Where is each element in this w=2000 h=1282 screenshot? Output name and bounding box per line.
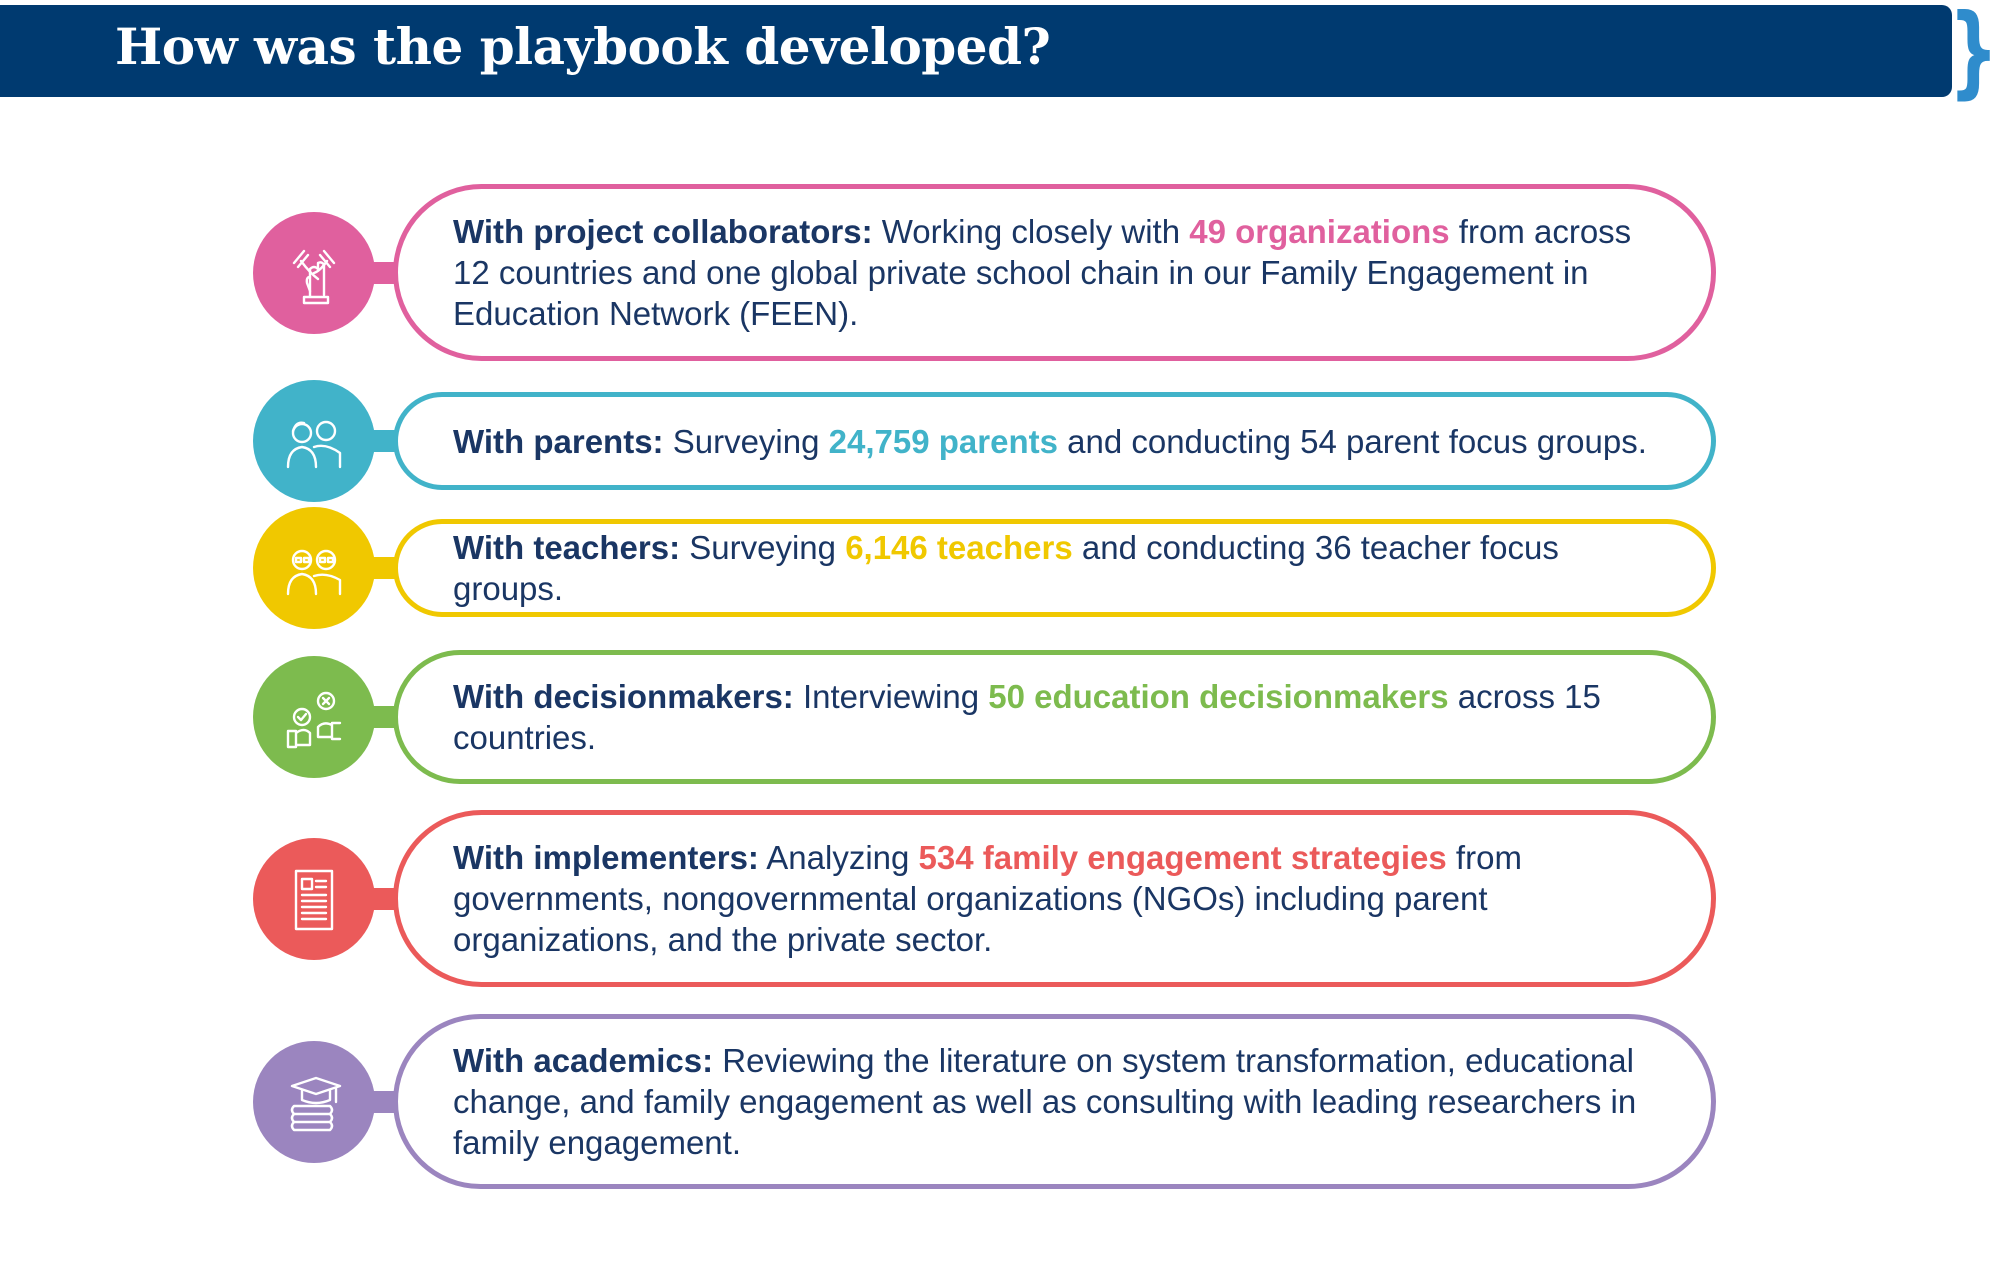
row-label: With academics: — [453, 1042, 714, 1079]
info-pill: With parents: Surveying 24,759 parents a… — [393, 392, 1716, 490]
brace-decoration: } — [1948, 0, 1999, 109]
info-text: With decisionmakers: Interviewing 50 edu… — [453, 676, 1671, 758]
row-highlight: 49 organizations — [1189, 213, 1450, 250]
header-banner: How was the playbook developed? — [0, 5, 1952, 97]
row-text-end: from across 12 countries and one global … — [453, 213, 1632, 332]
row-label: With implementers: — [453, 839, 759, 876]
parents-icon-badge — [253, 380, 375, 502]
info-pill: With academics: Reviewing the literature… — [393, 1014, 1716, 1189]
graduation-books-icon — [290, 1076, 342, 1131]
row-text-end: from governments, nongovernmental organi… — [453, 839, 1522, 958]
teachers-icon — [286, 549, 342, 596]
decision-icon — [286, 691, 342, 749]
document-icon — [294, 869, 334, 930]
row-label: With parents: — [453, 422, 664, 460]
row-text: Working closely with — [872, 213, 1190, 250]
graduation-books-icon-badge — [253, 1040, 375, 1163]
row-text-end: across 15 countries. — [453, 678, 1601, 756]
info-text: With parents: Surveying 24,759 parents a… — [453, 421, 1647, 462]
row-label: With teachers: — [453, 529, 681, 566]
row-text: Interviewing — [793, 678, 989, 715]
info-text: With project collaborators: Working clos… — [453, 211, 1671, 334]
info-text: With implementers: Analyzing 534 family … — [453, 837, 1671, 960]
row-highlight: 534 family engagement strategies — [918, 839, 1447, 876]
row-highlight: 24,759 parents — [828, 422, 1058, 460]
info-pill: With implementers: Analyzing 534 family … — [393, 810, 1716, 987]
row-highlight: 6,146 teachers — [845, 529, 1073, 566]
decision-icon-badge — [253, 656, 375, 778]
hands-together-icon — [292, 249, 336, 304]
teachers-icon-badge — [253, 507, 375, 629]
row-text-end: and conducting 54 parent focus groups. — [1057, 422, 1647, 460]
parents-icon — [286, 420, 342, 469]
row-text: Analyzing — [758, 839, 919, 876]
row-text: Surveying — [680, 529, 846, 566]
row-text: Reviewing the literature on system trans… — [453, 1042, 1637, 1161]
info-text: With teachers: Surveying 6,146 teachers … — [453, 527, 1671, 609]
row-label: With decisionmakers: — [453, 678, 794, 715]
hands-together-icon-badge — [253, 211, 375, 334]
row-label: With project collaborators: — [453, 213, 873, 250]
row-text-end: and conducting 36 teacher focus groups. — [453, 529, 1559, 607]
info-pill: With decisionmakers: Interviewing 50 edu… — [393, 650, 1716, 784]
document-icon-badge — [253, 837, 375, 960]
info-pill: With teachers: Surveying 6,146 teachers … — [393, 519, 1716, 617]
info-text: With academics: Reviewing the literature… — [453, 1040, 1671, 1163]
row-text: Surveying — [663, 422, 829, 460]
page-title: How was the playbook developed? — [115, 17, 1051, 76]
row-highlight: 50 education decisionmakers — [988, 678, 1449, 715]
info-pill: With project collaborators: Working clos… — [393, 184, 1716, 361]
